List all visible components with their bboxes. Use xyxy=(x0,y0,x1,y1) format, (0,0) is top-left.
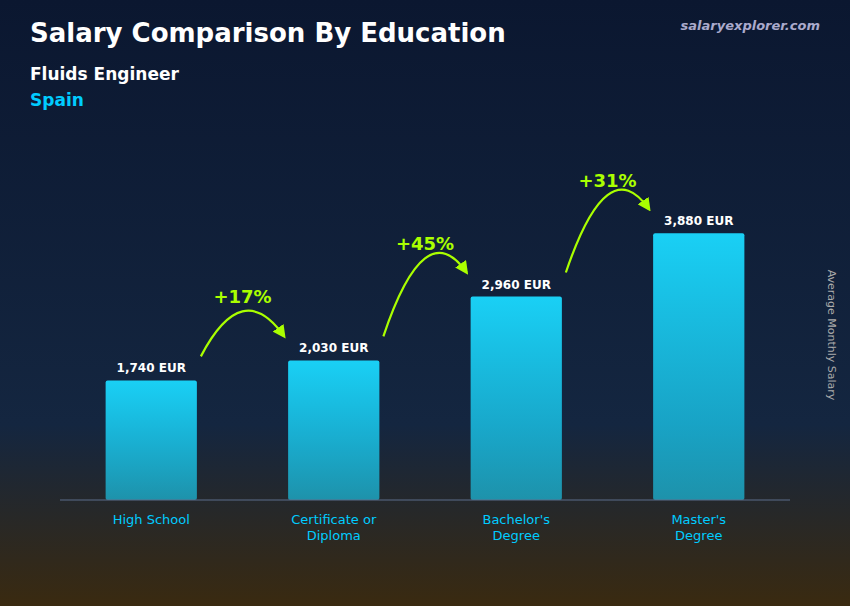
bars xyxy=(106,233,745,500)
bar xyxy=(288,360,379,500)
bar xyxy=(471,297,562,501)
data-label: 2,030 EUR xyxy=(299,341,368,355)
change-arrow xyxy=(201,311,284,357)
subtitle: Fluids Engineer xyxy=(30,64,179,84)
change-label: +31% xyxy=(578,170,636,191)
change-arrow xyxy=(566,190,649,273)
chart: Salary Comparison By Education Fluids Eng… xyxy=(0,0,850,606)
change-arrow xyxy=(383,253,466,337)
x-tick-label-line: Degree xyxy=(675,528,722,543)
x-tick-label-line: Master's xyxy=(671,512,726,527)
website: salaryexplorer.com xyxy=(681,18,820,33)
x-tick-label: Master'sDegree xyxy=(671,512,726,543)
data-label: 1,740 EUR xyxy=(117,361,186,375)
chart-container: Salary Comparison By Education Fluids Eng… xyxy=(0,0,850,606)
page: {"chart_data": {"type": "bar", "title": … xyxy=(0,0,850,606)
data-label: 3,880 EUR xyxy=(664,214,733,228)
x-tick-label-line: Bachelor's xyxy=(482,512,550,527)
x-tick-label-line: Diploma xyxy=(307,528,361,543)
change-label: +17% xyxy=(213,286,271,307)
data-label: 2,960 EUR xyxy=(482,278,551,292)
bar xyxy=(653,233,744,500)
y-axis-label: Average Monthly Salary xyxy=(825,270,838,401)
x-tick-label: High School xyxy=(113,512,190,527)
x-tick-label-line: Certificate or xyxy=(291,512,377,527)
x-tick-label-line: Degree xyxy=(493,528,540,543)
change-label: +45% xyxy=(396,233,454,254)
x-tick-label-line: High School xyxy=(113,512,190,527)
title: Salary Comparison By Education xyxy=(30,18,506,48)
x-tick-label: Certificate orDiploma xyxy=(291,512,377,543)
background xyxy=(0,0,850,606)
x-tick-label: Bachelor'sDegree xyxy=(482,512,550,543)
subtitle: Spain xyxy=(30,90,84,110)
x-axis-line xyxy=(60,500,790,501)
bar xyxy=(106,380,197,500)
